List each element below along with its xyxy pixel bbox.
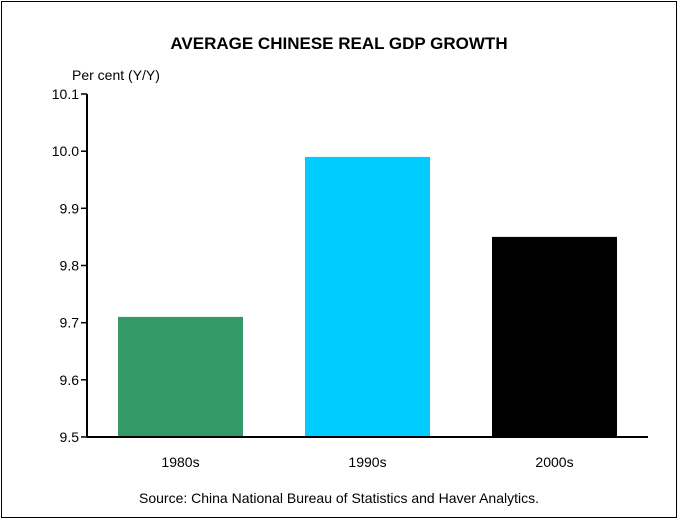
- x-ticks-group: 1980s 1990s 2000s: [161, 454, 573, 470]
- bar-2000s: [492, 236, 617, 437]
- y-tick-label: 10.1: [52, 86, 79, 102]
- x-tick-label: 1980s: [161, 454, 199, 470]
- x-tick-label: 1990s: [348, 454, 386, 470]
- y-tick-label: 9.8: [60, 258, 80, 274]
- bar-1990s: [305, 156, 430, 437]
- y-tick-label: 9.7: [60, 315, 80, 331]
- bars-group: [118, 156, 617, 437]
- chart-title: AVERAGE CHINESE REAL GDP GROWTH: [170, 34, 507, 53]
- y-tick-label: 9.9: [60, 200, 80, 216]
- y-tick-label: 10.0: [52, 143, 79, 159]
- x-tick-label: 2000s: [535, 454, 573, 470]
- bar-1980s: [118, 316, 243, 437]
- y-tick-label: 9.5: [60, 429, 80, 445]
- y-axis-label: Per cent (Y/Y): [72, 67, 160, 83]
- y-ticks-group: 9.5 9.6 9.7 9.8 9.9 10.0 10.1: [52, 86, 87, 445]
- source-note: Source: China National Bureau of Statist…: [139, 490, 539, 506]
- y-tick-label: 9.6: [60, 372, 80, 388]
